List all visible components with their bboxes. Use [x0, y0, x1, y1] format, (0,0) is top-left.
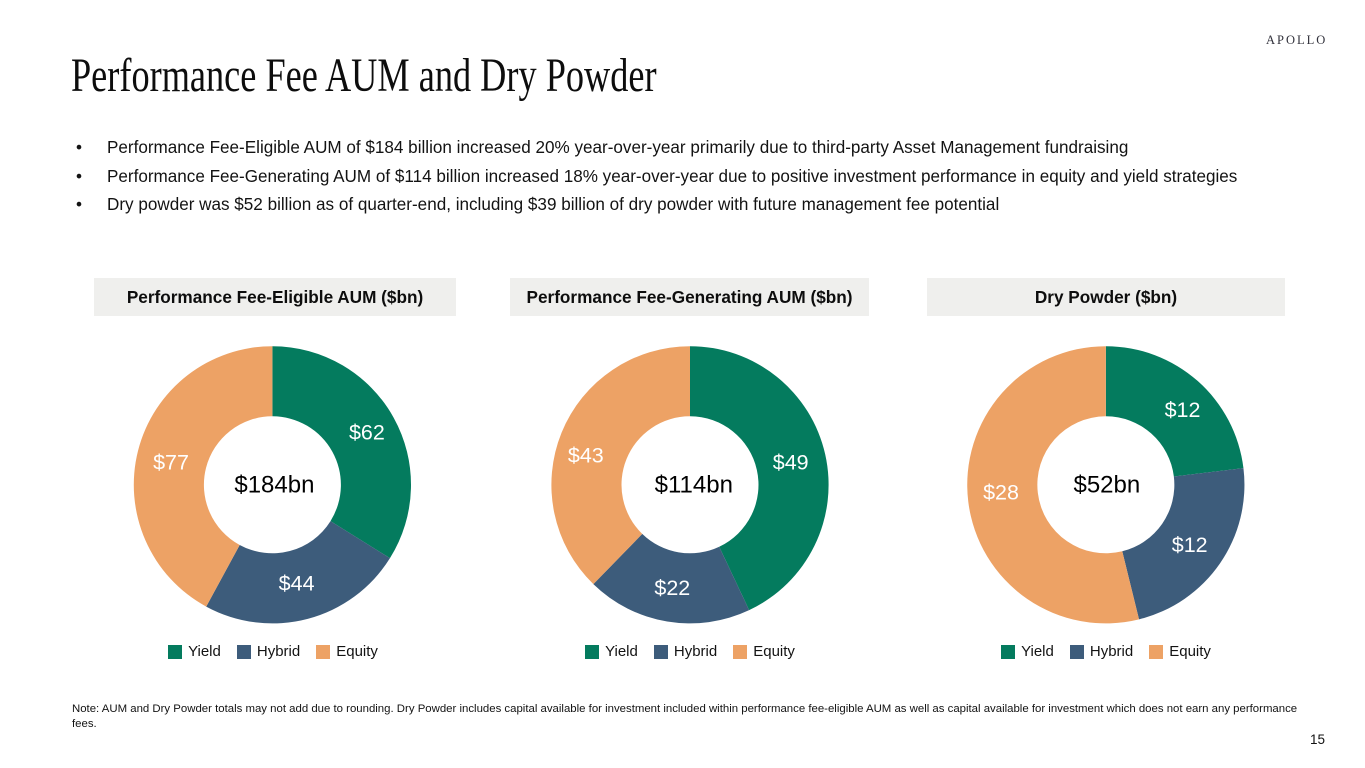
svg-text:$12: $12 [1172, 533, 1208, 557]
svg-text:$114bn: $114bn [655, 471, 733, 498]
svg-text:$43: $43 [568, 444, 604, 468]
svg-text:$28: $28 [983, 481, 1019, 505]
svg-text:$77: $77 [153, 451, 189, 475]
svg-text:$44: $44 [279, 572, 315, 596]
svg-text:$49: $49 [773, 450, 809, 474]
svg-text:$12: $12 [1165, 398, 1201, 422]
svg-text:$22: $22 [654, 576, 690, 600]
svg-text:$62: $62 [349, 420, 385, 444]
svg-text:$52bn: $52bn [1073, 471, 1140, 498]
svg-text:$184bn: $184bn [234, 471, 314, 498]
